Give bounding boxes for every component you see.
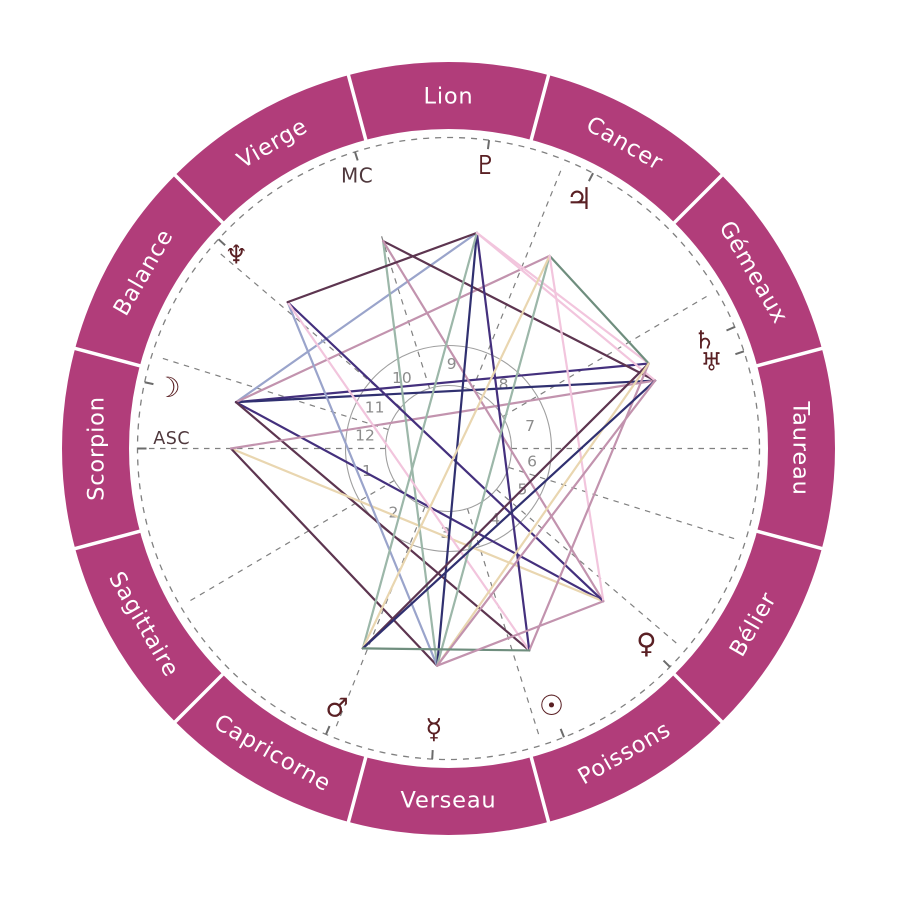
aspect-line-neptune-pluto bbox=[286, 231, 478, 304]
zodiac-divider-9 bbox=[528, 753, 552, 826]
house-cusp-3 bbox=[333, 506, 426, 732]
aspect-line-mercury-venus bbox=[436, 600, 605, 667]
house-number-11: 11 bbox=[365, 399, 385, 417]
planet-glyph-jupiter: ♃ bbox=[566, 182, 593, 217]
aspect-line-asc-uranus bbox=[229, 379, 657, 450]
aspect-line-pluto-sun bbox=[475, 231, 531, 652]
house-cusp-9 bbox=[471, 165, 564, 391]
aspect-line-moon-venus bbox=[234, 401, 605, 603]
degree-tick-saturn bbox=[726, 326, 736, 332]
aspect-line-neptune-venus bbox=[286, 301, 605, 603]
degree-tick-mc bbox=[354, 151, 359, 161]
aspect-line-pluto-mars bbox=[361, 231, 478, 650]
zodiac-divider-7 bbox=[171, 671, 226, 726]
house-cusp-10 bbox=[379, 232, 431, 389]
degree-tick-neptune bbox=[217, 238, 226, 246]
degree-tick-mars bbox=[325, 725, 331, 735]
zodiac-divider-5 bbox=[71, 345, 144, 369]
planet-glyph-moon: ☽ bbox=[156, 371, 181, 404]
house-number-7: 7 bbox=[525, 417, 535, 435]
zodiac-divider-0 bbox=[753, 345, 826, 369]
house-cusp-2 bbox=[185, 479, 395, 604]
aspect-line-saturn-mercury bbox=[436, 362, 650, 667]
aspect-line-pluto-saturn bbox=[475, 231, 650, 365]
aspect-line-asc-mercury bbox=[229, 447, 439, 667]
planet-glyph-pluto: ♇ bbox=[474, 151, 497, 181]
zodiac-divider-4 bbox=[171, 171, 226, 226]
zodiac-label-verseau: Verseau bbox=[401, 788, 497, 814]
planet-glyph-sun: ☉ bbox=[539, 689, 564, 722]
house-number-4: 4 bbox=[490, 510, 500, 528]
zodiac-divider-11 bbox=[753, 528, 826, 552]
degree-tick-sun bbox=[559, 728, 565, 738]
aspect-line-moon-saturn bbox=[234, 362, 650, 404]
planet-glyph-saturn: ♄ bbox=[693, 325, 715, 354]
zodiac-divider-2 bbox=[528, 71, 552, 144]
house-number-9: 9 bbox=[447, 355, 457, 373]
planet-glyph-venus: ♀ bbox=[636, 627, 657, 660]
house-cusp-12 bbox=[157, 356, 389, 431]
zodiac-label-scorpion: Scorpion bbox=[84, 396, 110, 501]
aspect-line-mars-sun bbox=[361, 647, 531, 652]
zodiac-divider-8 bbox=[345, 753, 369, 826]
aspect-line-jupiter-mars bbox=[361, 254, 551, 650]
aspect-line-jupiter-saturn bbox=[548, 254, 650, 365]
house-cusp-4 bbox=[466, 508, 541, 740]
house-number-12: 12 bbox=[355, 427, 375, 445]
aspect-line-mc-uranus bbox=[382, 239, 657, 382]
aspect-line-moon-pluto bbox=[234, 231, 478, 404]
aspect-line-pluto-uranus bbox=[475, 231, 657, 382]
aspect-line-moon-uranus bbox=[234, 379, 657, 404]
aspect-line-saturn-sun bbox=[528, 362, 650, 652]
aspect-line-jupiter-venus bbox=[548, 254, 605, 603]
zodiac-divider-1 bbox=[671, 171, 726, 226]
angle-label-mc: MC bbox=[341, 163, 373, 187]
house-number-inner-circle bbox=[384, 384, 513, 513]
aspect-line-mc-mercury bbox=[382, 239, 439, 667]
zodiac-label-taureau: Taureau bbox=[788, 400, 814, 495]
planet-glyph-neptune: ♆ bbox=[225, 240, 248, 270]
house-cusp-6 bbox=[508, 466, 740, 541]
degree-tick-pluto bbox=[486, 140, 491, 150]
aspect-line-asc-venus bbox=[229, 447, 605, 603]
aspect-line-saturn-mars bbox=[361, 362, 650, 650]
house-number-8: 8 bbox=[499, 375, 509, 393]
aspect-line-uranus-mars bbox=[361, 379, 657, 650]
zodiac-divider-6 bbox=[71, 528, 144, 552]
house-number-2: 2 bbox=[388, 504, 398, 522]
house-number-10: 10 bbox=[392, 369, 412, 387]
degree-tick-venus bbox=[662, 659, 671, 668]
zodiac-divider-10 bbox=[671, 671, 726, 726]
degree-tick-moon bbox=[144, 381, 154, 386]
planet-glyph-mars: ♂ bbox=[325, 694, 348, 724]
aspect-line-uranus-mercury bbox=[436, 379, 657, 667]
aspect-line-neptune-mercury bbox=[286, 301, 439, 667]
aspect-line-jupiter-mercury bbox=[436, 254, 551, 667]
degree-tick-uranus bbox=[735, 350, 745, 356]
house-number-3: 3 bbox=[440, 524, 450, 542]
aspect-line-moon-jupiter bbox=[234, 254, 551, 404]
planet-glyph-mercury: ☿ bbox=[425, 713, 442, 746]
zodiac-divider-3 bbox=[345, 71, 369, 144]
house-cusp-11 bbox=[216, 249, 401, 409]
zodiac-ring bbox=[62, 62, 835, 835]
angle-label-asc: ASC bbox=[153, 429, 190, 449]
house-number-1: 1 bbox=[362, 462, 372, 480]
house-number-6: 6 bbox=[527, 452, 537, 470]
planet-glyph-uranus: ♅ bbox=[700, 347, 722, 376]
zodiac-label-lion: Lion bbox=[423, 84, 473, 110]
house-cusp-5 bbox=[496, 488, 681, 648]
aspect-line-mc-venus bbox=[382, 239, 605, 603]
degree-tick-jupiter bbox=[587, 172, 594, 182]
